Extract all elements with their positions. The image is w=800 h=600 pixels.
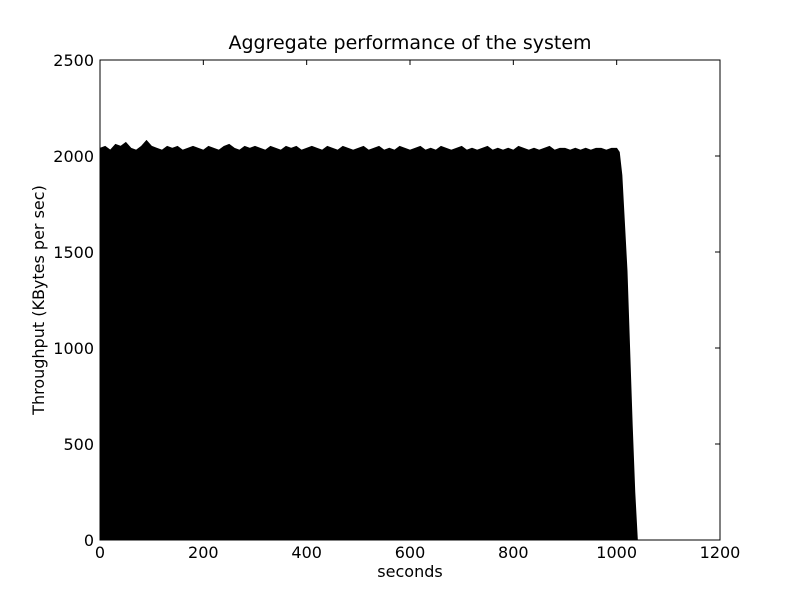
x-axis-label: seconds [377, 562, 442, 581]
series-layer [99, 139, 640, 541]
x-tick-label: 0 [95, 543, 105, 562]
y-tick-label: 500 [63, 435, 94, 454]
y-tick-label: 1000 [53, 339, 94, 358]
x-tick-label: 400 [291, 543, 322, 562]
y-tick-label: 0 [84, 531, 94, 550]
y-tick-label: 1500 [53, 243, 94, 262]
y-tick-label: 2000 [53, 147, 94, 166]
series-area-0 [99, 139, 640, 541]
ticks-layer: 0 200 400 600 800 1000 1200 0 500 1000 1500 2000 250… [53, 51, 740, 562]
plot-frame [99, 59, 721, 541]
x-tick-label: 800 [498, 543, 529, 562]
y-axis-label: Throughput (KBytes per sec) [29, 185, 48, 416]
x-tick-label: 600 [395, 543, 426, 562]
x-tick-label: 200 [188, 543, 219, 562]
y-tick-label: 2500 [53, 51, 94, 70]
x-tick-label: 1000 [596, 543, 637, 562]
chart-title: Aggregate performance of the system [228, 32, 591, 54]
x-tick-label: 1200 [700, 543, 741, 562]
